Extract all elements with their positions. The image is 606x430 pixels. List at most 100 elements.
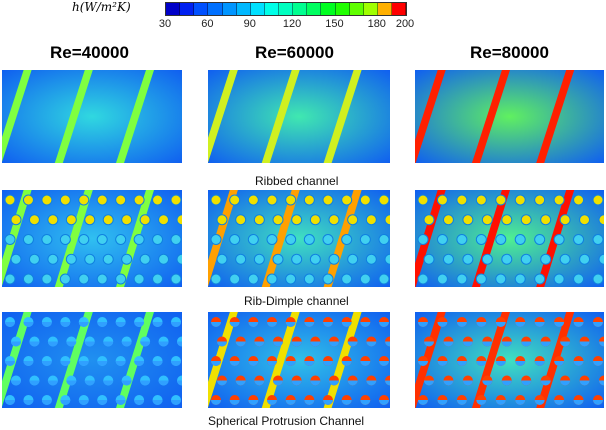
colorbar-tick-label: 200 bbox=[395, 18, 415, 30]
colorbar-tick-label: 150 bbox=[325, 18, 344, 30]
dimple bbox=[462, 214, 474, 226]
dimple bbox=[534, 194, 546, 206]
dimple bbox=[4, 234, 16, 245]
colorbar-tick-label: 30 bbox=[158, 18, 172, 30]
contour-panel bbox=[2, 70, 182, 163]
row-caption-ribbed: Ribbed channel bbox=[255, 174, 339, 188]
dimple bbox=[341, 234, 353, 245]
colorbar-segment bbox=[349, 3, 364, 15]
dimple bbox=[520, 214, 532, 226]
dimple bbox=[442, 214, 454, 226]
dimple bbox=[514, 194, 526, 206]
colorbar-title: h(W/m²K) bbox=[72, 0, 131, 14]
dimple bbox=[384, 214, 390, 226]
colorbar-tick-label: 60 bbox=[201, 18, 214, 30]
colorbar-segment bbox=[208, 3, 223, 15]
rib bbox=[261, 190, 300, 287]
dimple bbox=[176, 253, 182, 265]
dimple bbox=[78, 234, 90, 245]
dimple bbox=[514, 273, 526, 285]
colorbar-segment bbox=[293, 3, 308, 15]
colorbar-segment bbox=[194, 3, 209, 15]
rib bbox=[261, 312, 300, 408]
dimple bbox=[139, 253, 151, 265]
dimple bbox=[59, 234, 71, 245]
dimple bbox=[365, 214, 377, 226]
dimple bbox=[303, 234, 315, 245]
rib bbox=[323, 70, 362, 163]
dimple bbox=[41, 194, 53, 206]
dimple bbox=[121, 253, 133, 265]
dimple bbox=[22, 234, 34, 245]
dimple bbox=[303, 273, 315, 285]
dimple bbox=[4, 273, 16, 285]
dimple bbox=[247, 194, 259, 206]
dimple bbox=[235, 253, 247, 265]
dimple bbox=[417, 273, 429, 285]
dimple bbox=[47, 214, 59, 226]
dimple bbox=[133, 234, 145, 245]
contour-panel bbox=[415, 312, 604, 408]
dimple bbox=[436, 194, 448, 206]
colorbar-segment bbox=[264, 3, 279, 15]
dimple bbox=[347, 253, 359, 265]
dimple bbox=[436, 234, 448, 245]
colorbar-tick-label: 180 bbox=[367, 18, 386, 30]
dimple bbox=[456, 194, 468, 206]
dimple bbox=[573, 234, 585, 245]
dimple bbox=[534, 273, 546, 285]
row-caption-spherical-protrusion: Spherical Protrusion Channel bbox=[208, 414, 365, 428]
rib bbox=[261, 70, 300, 163]
colorbar-segment bbox=[250, 3, 265, 15]
dimple bbox=[417, 234, 429, 245]
dimple bbox=[378, 234, 390, 245]
rib bbox=[2, 312, 32, 407]
dimple bbox=[592, 194, 604, 206]
dimple bbox=[553, 273, 565, 285]
dimple bbox=[520, 253, 532, 265]
dimple bbox=[378, 194, 390, 206]
rib bbox=[536, 70, 575, 163]
dimple bbox=[176, 214, 182, 226]
dimple bbox=[10, 214, 22, 226]
column-label-re40000: Re=40000 bbox=[50, 43, 129, 62]
rib bbox=[2, 190, 32, 286]
dimple bbox=[475, 234, 487, 245]
rib bbox=[54, 312, 93, 408]
contour-panel bbox=[208, 312, 390, 408]
dimple bbox=[229, 273, 241, 285]
dimple bbox=[59, 273, 71, 285]
dimple bbox=[22, 273, 34, 285]
dimple bbox=[423, 253, 435, 265]
contour-panel bbox=[2, 190, 182, 287]
rib bbox=[415, 312, 446, 408]
dimple bbox=[115, 273, 127, 285]
dimple bbox=[133, 273, 145, 285]
dimple bbox=[540, 253, 552, 265]
dimple bbox=[285, 273, 297, 285]
colorbar-segment bbox=[363, 3, 378, 15]
dimple bbox=[266, 194, 278, 206]
dimple bbox=[309, 253, 321, 265]
dimple bbox=[309, 214, 321, 226]
dimple bbox=[481, 214, 493, 226]
dimple bbox=[553, 194, 565, 206]
rib bbox=[54, 70, 93, 163]
dimple bbox=[235, 214, 247, 226]
dimple bbox=[210, 273, 222, 285]
dimple bbox=[579, 253, 591, 265]
dimple bbox=[65, 214, 77, 226]
dimple bbox=[359, 273, 371, 285]
dimple bbox=[78, 273, 90, 285]
dimple bbox=[10, 253, 22, 265]
dimple bbox=[41, 273, 53, 285]
dimple bbox=[272, 214, 284, 226]
dimple bbox=[322, 194, 334, 206]
dimple bbox=[229, 194, 241, 206]
colorbar-segment bbox=[321, 3, 336, 15]
dimple bbox=[592, 234, 604, 245]
dimple bbox=[28, 253, 40, 265]
dimple bbox=[534, 234, 546, 245]
rib bbox=[471, 70, 510, 163]
colorbar-tick-label: 120 bbox=[282, 18, 302, 30]
